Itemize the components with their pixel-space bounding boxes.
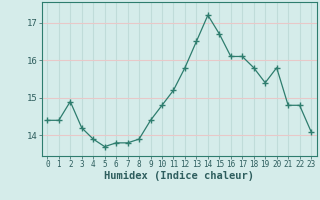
X-axis label: Humidex (Indice chaleur): Humidex (Indice chaleur) — [104, 171, 254, 181]
